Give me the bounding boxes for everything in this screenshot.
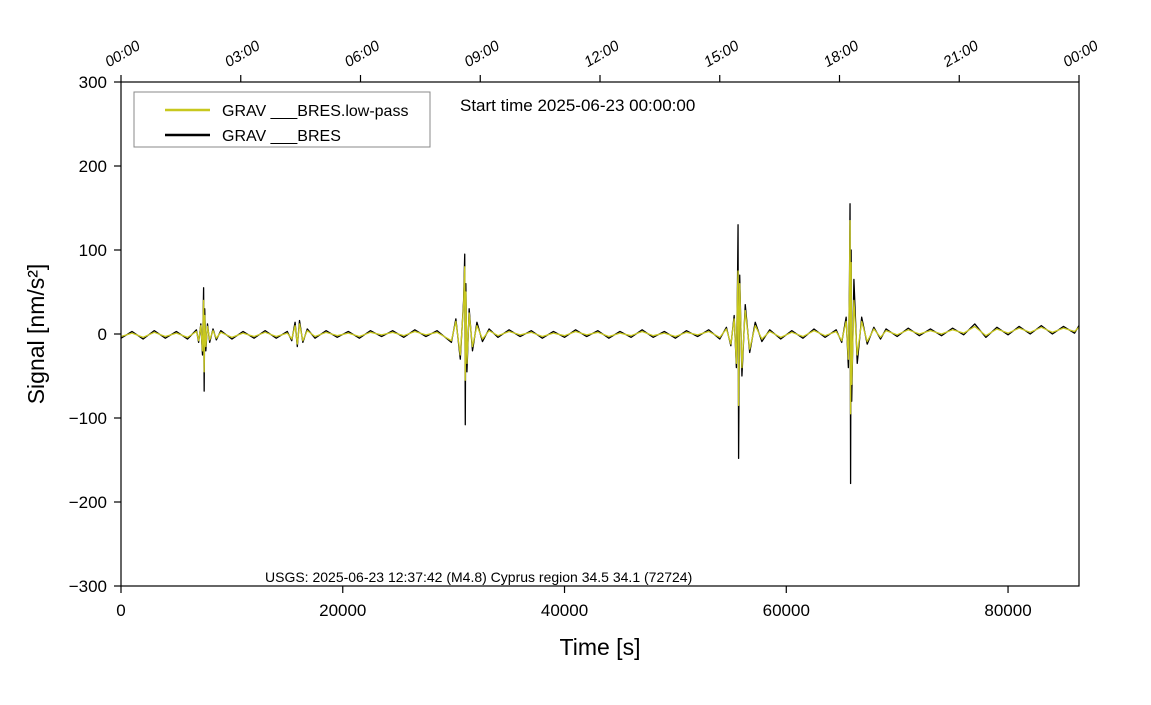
x-tick-label: 80000 [984,601,1031,620]
x-tick-label: 0 [116,601,125,620]
x2-tick-label: 09:00 [461,37,503,71]
x2-tick-label: 21:00 [940,37,982,71]
plot-lines [120,203,1080,485]
y-tick-label: −200 [69,493,107,512]
y-tick-label: −100 [69,409,107,428]
start-time: Start time 2025-06-23 00:00:00 [460,96,695,115]
legend-box [133,91,431,148]
x2-tick-label: 15:00 [701,37,743,71]
event-annotation: USGS: 2025-06-23 12:37:42 (M4.8) Cyprus … [265,569,692,585]
x2-tick-label: 18:00 [821,37,863,71]
y-tick-label: 100 [79,241,107,260]
x2-tick-label: 06:00 [342,37,384,71]
plot-frame [120,81,1080,587]
x2-tick-label: 03:00 [222,37,264,71]
y-tick-label: 200 [79,157,107,176]
legend-label: GRAV ___BRES.low-pass [222,103,408,120]
series-line [120,219,1080,415]
y-tick-label: −300 [69,577,107,596]
y-tick-label: 0 [98,325,107,344]
x2-tick-label: 00:00 [102,37,144,71]
y-tick-label: 300 [79,73,107,92]
x2-tick-label: 00:00 [1060,37,1102,71]
x-tick-label: 40000 [541,601,588,620]
x-tick-label: 60000 [763,601,810,620]
series-line [120,203,1080,485]
legend-label: GRAV ___BRES [222,128,341,145]
x-tick-label: 20000 [319,601,366,620]
x-axis-label: Time [s] [560,634,641,660]
y-axis-label: Signal [nm/s²] [23,264,49,405]
x2-tick-label: 12:00 [581,37,623,71]
